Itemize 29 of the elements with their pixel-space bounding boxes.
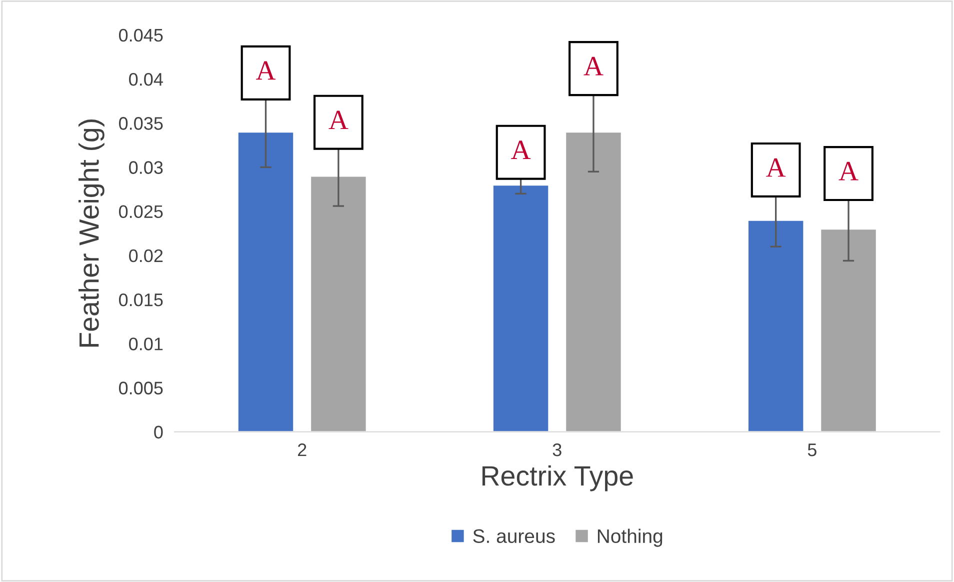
- y-axis-title: Feather Weight (g): [78, 120, 104, 347]
- y-tick-label: 0.04: [129, 72, 163, 86]
- y-tick-label: 0.015: [119, 293, 163, 306]
- x-tick-label: 2: [298, 443, 306, 456]
- bar: [564, 131, 622, 432]
- y-tick-label: 0: [154, 426, 163, 439]
- bar: [492, 184, 550, 432]
- y-tick-label: 0.035: [119, 117, 163, 130]
- x-tick-label: 3: [552, 443, 562, 456]
- annotation: A: [328, 110, 348, 130]
- legend-label: Nothing: [598, 528, 662, 547]
- y-tick-label: 0.045: [119, 28, 163, 42]
- y-tick-label: 0.025: [119, 205, 163, 218]
- y-tick-label: 0.02: [129, 249, 163, 262]
- bar: [820, 228, 878, 432]
- bar: [237, 131, 295, 432]
- bar: [747, 219, 805, 432]
- annotation: A: [511, 140, 531, 160]
- legend-label: S. aureus: [473, 529, 555, 544]
- y-tick-label: 0.01: [129, 338, 163, 350]
- annotation: A: [838, 162, 858, 180]
- bar: [310, 175, 368, 432]
- annotation: A: [766, 158, 786, 177]
- y-tick-label: 0.03: [129, 161, 163, 174]
- x-tick-label: 5: [808, 444, 816, 456]
- y-tick-label: 0.005: [119, 382, 163, 394]
- annotation: A: [256, 61, 276, 80]
- annotation: A: [584, 56, 604, 76]
- x-axis-title: Rectrix Type: [482, 465, 633, 492]
